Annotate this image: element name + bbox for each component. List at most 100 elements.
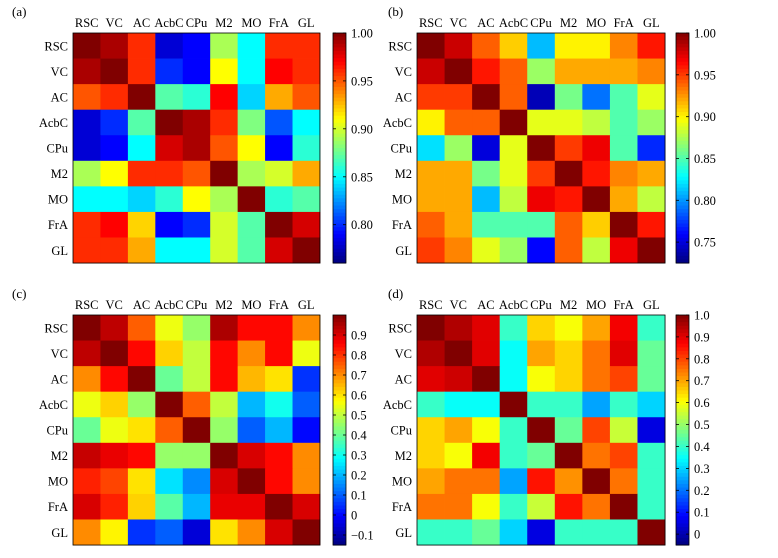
colorbar-segment — [333, 498, 346, 503]
colorbar-segment — [333, 187, 346, 192]
colorbar-segment — [333, 401, 346, 406]
heatmap-cell — [472, 315, 501, 341]
colorbar-segment — [676, 437, 689, 442]
heatmap-cell — [417, 58, 445, 85]
heatmap-cell — [292, 366, 321, 393]
heatmap-cell — [417, 160, 445, 187]
heatmap-cell — [100, 109, 129, 136]
column-label: MO — [586, 298, 606, 312]
heatmap-cell — [527, 442, 556, 469]
colorbar-segment — [676, 194, 689, 199]
colorbar-segment — [333, 54, 346, 59]
colorbar-segment — [676, 458, 689, 463]
heatmap-cell — [444, 366, 473, 393]
heatmap-cell — [444, 211, 473, 238]
heatmap-cell — [582, 186, 611, 213]
row-label: VC — [395, 65, 412, 79]
heatmap-cell — [210, 109, 239, 136]
heatmap-cell — [100, 417, 129, 444]
colorbar-segment — [333, 512, 346, 517]
colorbar-segment — [676, 165, 689, 171]
heatmap-cell — [73, 366, 101, 393]
heatmap-cell — [444, 340, 473, 367]
heatmap-cell — [582, 33, 611, 59]
colorbar-segment — [676, 234, 689, 239]
colorbar-segment — [333, 516, 346, 521]
column-label: AcbC — [154, 16, 183, 30]
heatmap-cell — [100, 493, 129, 520]
colorbar-segment — [676, 315, 689, 320]
heatmap-cell — [637, 366, 666, 393]
colorbar-segment — [333, 487, 346, 492]
heatmap-cell — [554, 135, 583, 162]
colorbar-segment — [676, 332, 689, 338]
colorbar-segment — [333, 455, 346, 460]
heatmap-cell — [100, 391, 129, 418]
column-label: FrA — [614, 16, 634, 30]
colorbar-segment — [333, 347, 346, 352]
colorbar-segment — [676, 201, 689, 207]
heatmap-cell — [472, 186, 501, 213]
colorbar-segment — [676, 90, 689, 95]
colorbar-segment — [333, 101, 346, 106]
heatmap-cell — [265, 468, 293, 495]
heatmap-cell — [237, 391, 266, 418]
colorbar-segment — [333, 447, 346, 453]
colorbar-segment — [333, 165, 346, 171]
colorbar-tick-label: 1.0 — [694, 309, 710, 323]
heatmap-cell — [499, 366, 528, 393]
colorbar-segment — [676, 108, 689, 113]
heatmap-cell — [527, 417, 556, 444]
colorbar-segment — [333, 176, 346, 181]
colorbar-segment — [333, 404, 346, 409]
heatmap-cell — [582, 315, 611, 341]
heatmap-cell — [292, 468, 321, 495]
heatmap-cell — [73, 442, 101, 469]
colorbar-segment — [676, 86, 689, 92]
heatmap-cell — [265, 109, 293, 136]
heatmap-cell — [582, 442, 611, 469]
colorbar-segment — [333, 408, 346, 413]
heatmap-cell — [237, 493, 266, 520]
colorbar-segment — [676, 336, 689, 341]
column-label: RSC — [75, 16, 99, 30]
heatmap-cell — [417, 109, 445, 136]
colorbar-segment — [333, 227, 346, 232]
heatmap-cell — [182, 109, 211, 136]
heatmap-cell — [637, 519, 666, 546]
heatmap-cell — [155, 442, 184, 469]
heatmap-cell — [127, 160, 156, 187]
heatmap-cell — [292, 442, 321, 469]
colorbar-segment — [333, 394, 346, 399]
colorbar-segment — [333, 43, 346, 48]
colorbar-segment — [333, 473, 346, 478]
heatmap-cell — [499, 160, 528, 187]
colorbar-segment — [333, 223, 346, 228]
colorbar-segment — [333, 133, 346, 138]
heatmap-cell — [527, 519, 556, 546]
row-label: GL — [395, 526, 412, 540]
colorbar-tick-label: 0.1 — [694, 506, 710, 520]
colorbar-segment — [676, 148, 689, 153]
colorbar-segment — [676, 183, 689, 189]
heatmap-cell — [637, 58, 666, 85]
colorbar-segment — [676, 473, 689, 478]
heatmap-cell — [210, 340, 239, 367]
heatmap-cell — [554, 237, 583, 264]
heatmap-cell — [444, 160, 473, 187]
colorbar-segment — [676, 401, 689, 406]
heatmap-cell — [637, 442, 666, 469]
colorbar-segment — [333, 325, 346, 330]
heatmap-cell — [609, 84, 638, 111]
heatmap-cell — [127, 340, 156, 367]
heatmap-cell — [472, 135, 501, 162]
colorbar-segment — [676, 130, 689, 135]
heatmap-cell — [609, 109, 638, 136]
heatmap-cell — [554, 211, 583, 238]
colorbar-tick-label: 0.95 — [694, 68, 716, 82]
colorbar-segment — [676, 462, 689, 467]
colorbar-segment — [333, 148, 346, 153]
row-label: M2 — [51, 167, 68, 181]
colorbar-segment — [333, 491, 346, 496]
colorbar-segment — [676, 372, 689, 377]
